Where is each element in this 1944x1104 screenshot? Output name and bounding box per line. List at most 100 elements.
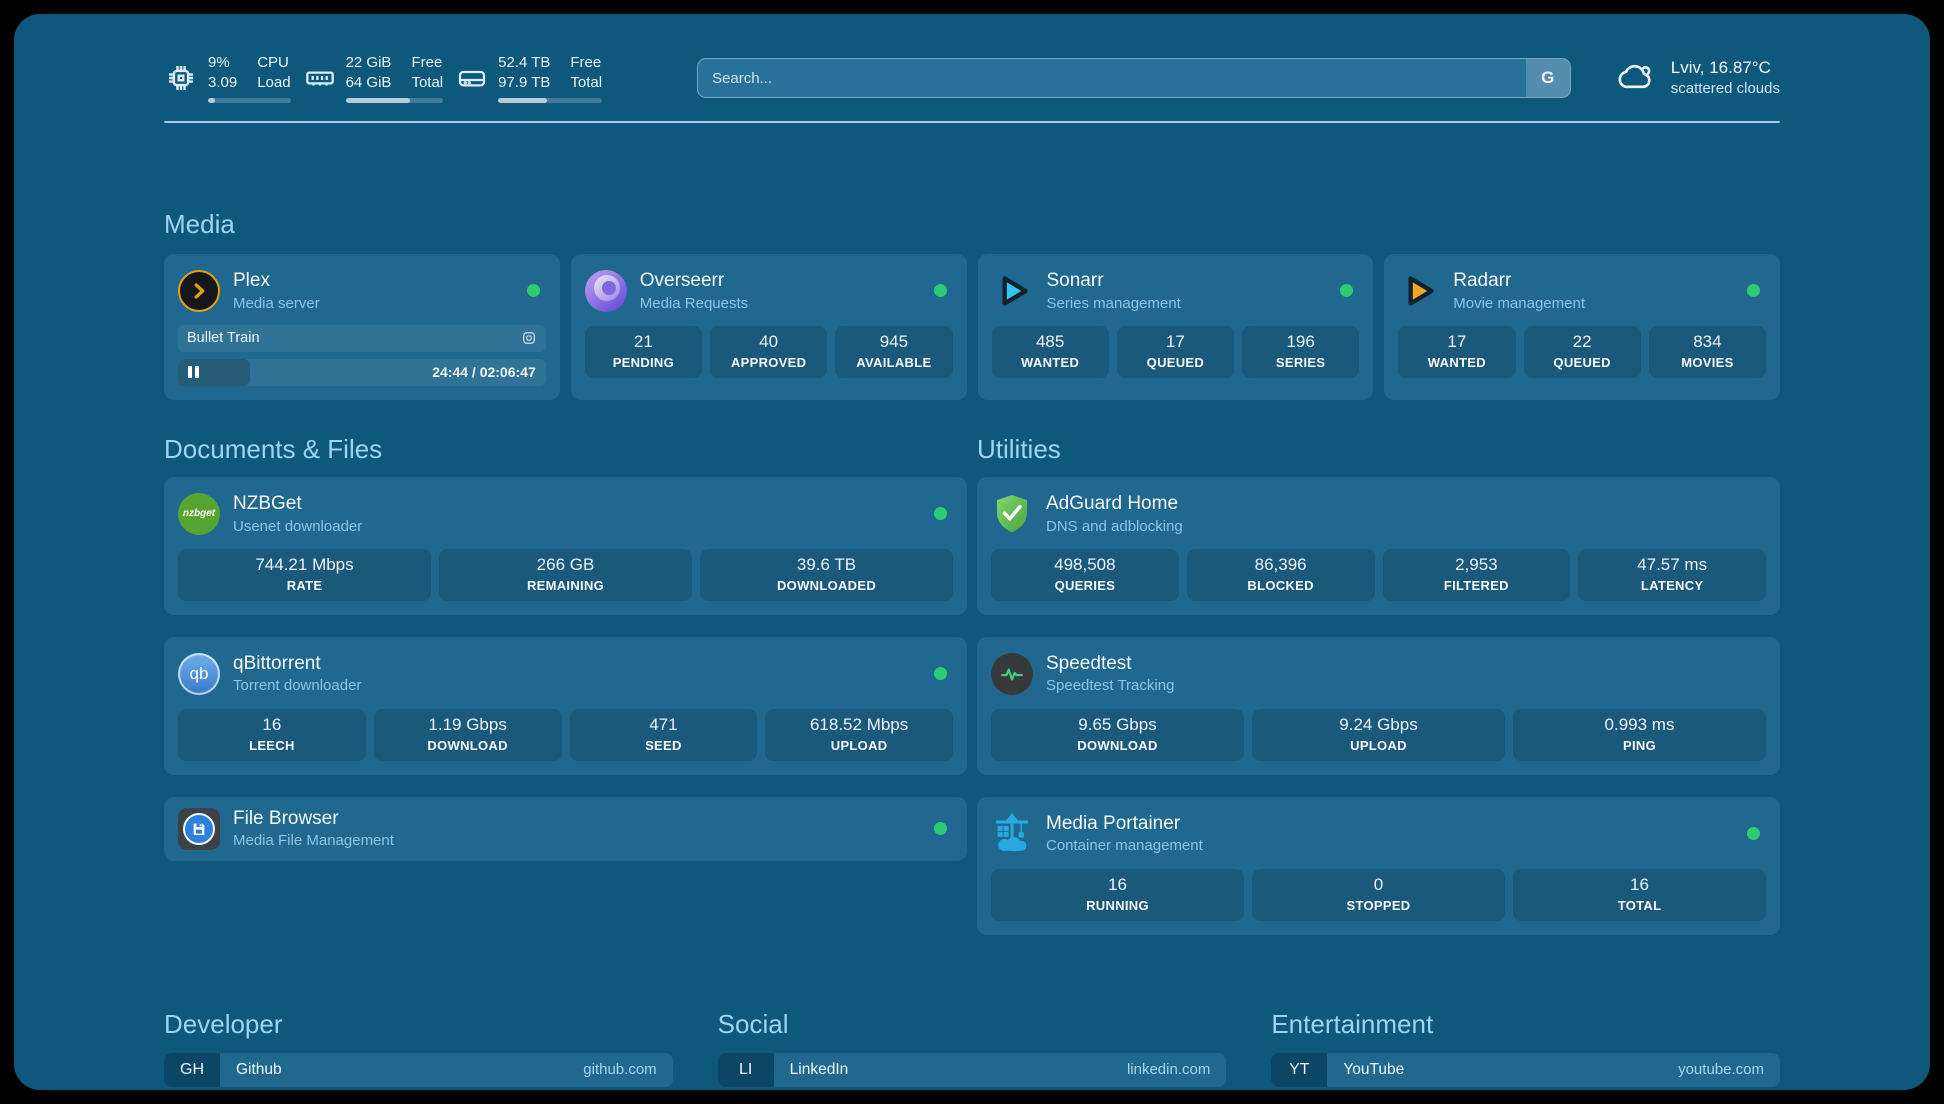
- stat-box: 16 LEECH: [178, 708, 366, 761]
- stat-box: 9.24 Gbps UPLOAD: [1252, 708, 1505, 761]
- stat-label: QUEUED: [1553, 354, 1611, 370]
- settings-icon[interactable]: [521, 330, 537, 346]
- system-stats: 9% 3.09 CPU Load: [164, 53, 603, 104]
- disk-icon: [456, 62, 488, 94]
- stat-value: 17: [1447, 331, 1467, 351]
- stat-value: 21: [633, 331, 653, 351]
- stat-box: 21 PENDING: [584, 325, 702, 378]
- bookmark-name: Github: [236, 1060, 282, 1078]
- stat-label: UPLOAD: [1350, 737, 1407, 753]
- topbar-divider: [164, 121, 1780, 123]
- app-name: AdGuard Home: [1046, 492, 1179, 514]
- bookmark-abbreviation: GH: [164, 1052, 220, 1087]
- stat-value: 618.52 Mbps: [809, 714, 909, 734]
- memory-free: 22 GiB: [345, 53, 392, 71]
- app-name: Radarr: [1453, 270, 1512, 291]
- portainer-card[interactable]: Media Portainer Container management 16 R…: [977, 796, 1780, 935]
- playback-time: 24:44 / 02:06:47: [432, 364, 536, 381]
- bookmark-name: YouTube: [1343, 1060, 1405, 1078]
- stat-box: 39.6 TB DOWNLOADED: [700, 548, 953, 601]
- app-name: Media Portainer: [1046, 812, 1181, 834]
- status-dot: [933, 284, 947, 298]
- filebrowser-card[interactable]: File Browser Media File Management: [164, 796, 967, 861]
- plex-icon: [178, 269, 220, 312]
- cloud-icon: [1615, 56, 1659, 101]
- app-name: qBittorrent: [233, 652, 321, 674]
- speedtest-card[interactable]: Speedtest Speedtest Tracking 9.65 Gbps DO…: [977, 636, 1780, 775]
- stat-label: DOWNLOAD: [427, 737, 508, 753]
- stat-label: SERIES: [1275, 354, 1326, 370]
- section-documents: Documents & Files nzbget NZBGet Usenet d…: [164, 434, 967, 883]
- bookmark-body: LinkedIn linkedin.com: [773, 1052, 1227, 1087]
- stat-label: WANTED: [1021, 354, 1080, 370]
- stat-value: 0: [1373, 874, 1384, 894]
- section-title-entertainment: Entertainment: [1271, 1008, 1434, 1039]
- stat-value: 0.993 ms: [1604, 714, 1675, 734]
- section-title-documents: Documents & Files: [164, 433, 383, 464]
- stat-value: 16: [1108, 874, 1127, 894]
- bookmark-row[interactable]: YT YouTube youtube.com: [1271, 1052, 1780, 1087]
- stat-value: 16: [1630, 874, 1649, 894]
- stat-box: 744.21 Mbps RATE: [178, 548, 431, 601]
- stat-label: MOVIES: [1681, 354, 1734, 370]
- bookmark-url: github.com: [583, 1061, 657, 1079]
- stat-box: 22 QUEUED: [1523, 325, 1641, 378]
- nzbget-card[interactable]: nzbget NZBGet Usenet downloader 744.21 M…: [164, 476, 967, 615]
- disk-label-top: Free: [570, 53, 602, 71]
- stat-value: 834: [1693, 331, 1722, 351]
- disk-progress-bar: [498, 98, 603, 104]
- search-input[interactable]: [698, 59, 1526, 97]
- stat-value: 196: [1286, 331, 1315, 351]
- stat-label: QUERIES: [1054, 577, 1116, 593]
- stat-label: FILTERED: [1443, 577, 1509, 593]
- qbittorrent-card[interactable]: qb qBittorrent Torrent downloader 16 LEEC…: [164, 636, 967, 775]
- nzbget-icon: nzbget: [178, 492, 220, 535]
- cpu-chip-icon: [164, 61, 198, 95]
- pause-button[interactable]: [188, 366, 199, 379]
- app-description: Movie management: [1453, 294, 1585, 312]
- stat-label: STOPPED: [1346, 897, 1411, 913]
- sonarr-card[interactable]: Sonarr Series management 485 WANTED 17 QUEU…: [977, 254, 1374, 400]
- stat-label: REMAINING: [526, 577, 605, 593]
- app-description: Media Requests: [639, 294, 749, 312]
- stat-label: PING: [1623, 737, 1656, 753]
- plex-card[interactable]: Plex Media server Bullet Train: [164, 254, 560, 400]
- stat-value: 39.6 TB: [796, 554, 857, 574]
- overseerr-card[interactable]: Overseerr Media Requests 21 PENDING 40 APPR…: [570, 254, 967, 400]
- section-title-media: Media: [164, 209, 235, 239]
- stat-label: RUNNING: [1086, 897, 1149, 913]
- portainer-icon: [991, 812, 1033, 855]
- cpu-load-value: 3.09: [208, 74, 238, 91]
- radarr-card[interactable]: Radarr Movie management 17 WANTED 22 QUEUED…: [1384, 254, 1780, 400]
- adguard-card[interactable]: AdGuard Home DNS and adblocking 498,508 Q…: [977, 476, 1780, 615]
- memory-total: 64 GiB: [345, 74, 392, 91]
- bookmark-abbreviation: LI: [717, 1052, 774, 1087]
- search-engine-button[interactable]: G: [1525, 59, 1570, 97]
- stat-label: DOWNLOAD: [1077, 737, 1158, 753]
- bookmarks-entertainment: Entertainment YTYouTubeyoutube.comNFNetf…: [1271, 1009, 1780, 1090]
- bookmark-url: youtube.com: [1678, 1061, 1764, 1079]
- stat-value: 498,508: [1054, 554, 1116, 574]
- weather-widget[interactable]: Lviv, 16.87°C scattered clouds: [1615, 56, 1780, 101]
- weather-condition: scattered clouds: [1670, 80, 1780, 98]
- section-utilities: Utilities AdGuard Home: [977, 434, 1780, 957]
- bookmark-row[interactable]: GH Github github.com: [164, 1052, 673, 1087]
- cpu-label-top: CPU: [257, 53, 289, 71]
- stat-label: WANTED: [1427, 354, 1486, 370]
- stat-value: 485: [1035, 331, 1065, 351]
- app-description: Media server: [233, 294, 320, 312]
- memory-progress-bar: [345, 98, 444, 104]
- dashboard: 9% 3.09 CPU Load: [14, 14, 1930, 1090]
- cpu-percent: 9%: [208, 53, 230, 71]
- bookmark-row[interactable]: LI LinkedIn linkedin.com: [717, 1052, 1227, 1087]
- status-dot: [526, 284, 540, 298]
- app-name: File Browser: [233, 807, 339, 829]
- stat-label: TOTAL: [1617, 897, 1662, 913]
- radarr-icon: [1398, 270, 1440, 312]
- app-name: Plex: [233, 270, 270, 291]
- stat-label: AVAILABLE: [856, 354, 932, 370]
- memory-label-bottom: Total: [411, 74, 444, 91]
- stat-label: RATE: [286, 577, 323, 593]
- stat-label: LATENCY: [1640, 577, 1704, 593]
- top-bar: 9% 3.09 CPU Load: [164, 50, 1780, 106]
